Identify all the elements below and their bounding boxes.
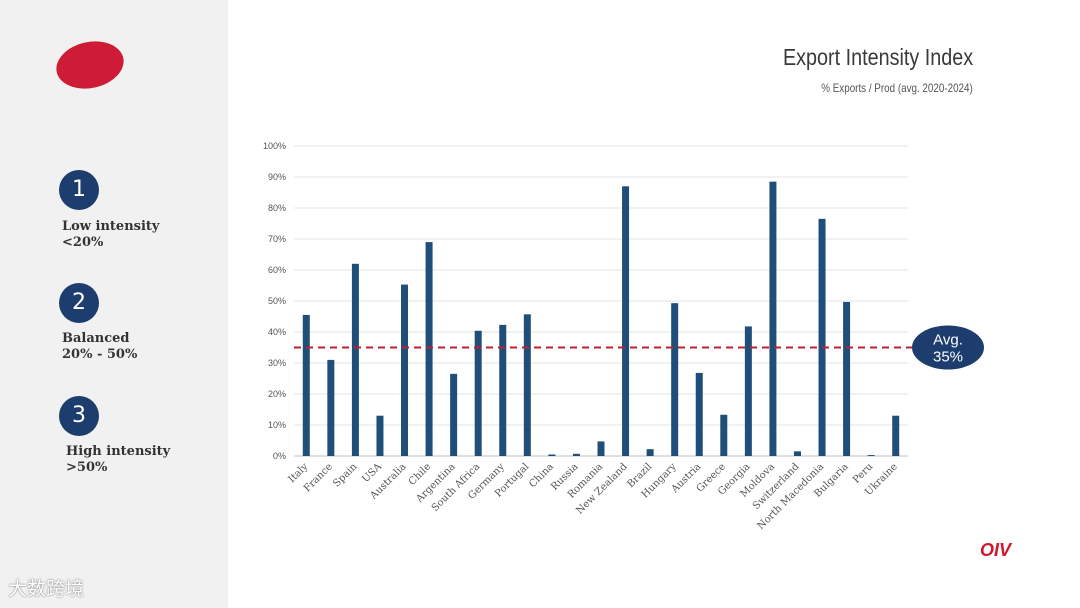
y-tick-label: 60% bbox=[268, 265, 286, 275]
bar bbox=[376, 415, 384, 456]
step-1-range: <20% bbox=[62, 235, 104, 250]
bar bbox=[548, 454, 556, 456]
step-2-range: 20% - 50% bbox=[62, 347, 138, 362]
y-tick-label: 80% bbox=[268, 203, 286, 213]
step-1-title: Low intensity bbox=[62, 219, 160, 234]
bar bbox=[892, 415, 900, 456]
bar bbox=[302, 314, 310, 456]
y-tick-label: 100% bbox=[263, 141, 286, 151]
bar bbox=[597, 441, 605, 456]
sidebar-panel: 1 Low intensity <20% 2 Balanced 20% - 50… bbox=[0, 0, 228, 608]
chart-subtitle: % Exports / Prod (avg. 2020-2024) bbox=[821, 81, 973, 95]
y-tick-label: 30% bbox=[268, 358, 286, 368]
bar bbox=[499, 324, 507, 456]
step-3-badge: 3 bbox=[59, 396, 99, 436]
average-badge bbox=[912, 325, 984, 370]
bar bbox=[450, 373, 458, 456]
bar bbox=[769, 181, 777, 456]
bar bbox=[671, 303, 679, 456]
step-3-title: High intensity bbox=[66, 444, 171, 459]
bar bbox=[474, 330, 482, 456]
step-1-badge: 1 bbox=[59, 170, 99, 210]
y-tick-label: 90% bbox=[268, 172, 286, 182]
bar bbox=[351, 263, 359, 456]
bar bbox=[425, 242, 433, 456]
bar bbox=[843, 301, 851, 456]
oiv-wordmark: OIV bbox=[980, 540, 1012, 560]
x-tick-label: Spain bbox=[331, 461, 360, 490]
bar bbox=[646, 449, 654, 456]
y-tick-label: 40% bbox=[268, 327, 286, 337]
bar bbox=[744, 326, 752, 456]
y-tick-label: 50% bbox=[268, 296, 286, 306]
bar bbox=[695, 372, 703, 456]
step-2-label: Balanced 20% - 50% bbox=[62, 331, 137, 363]
average-label-line1: Avg. bbox=[933, 332, 963, 349]
bar bbox=[720, 414, 728, 456]
step-2-badge: 2 bbox=[59, 283, 99, 323]
step-1-label: Low intensity <20% bbox=[62, 219, 159, 251]
watermark-text: 大数跨境 bbox=[8, 579, 85, 600]
bar bbox=[622, 186, 630, 457]
bar bbox=[523, 314, 531, 456]
y-tick-label: 10% bbox=[268, 420, 286, 430]
bar bbox=[867, 455, 875, 456]
bar bbox=[401, 284, 409, 456]
y-tick-label: 0% bbox=[273, 451, 286, 461]
bar bbox=[327, 359, 335, 456]
bar bbox=[793, 451, 801, 456]
average-label-line2: 35% bbox=[933, 349, 963, 366]
step-2-title: Balanced bbox=[62, 331, 130, 346]
bar bbox=[818, 218, 826, 456]
step-3-label: High intensity >50% bbox=[66, 444, 170, 476]
y-tick-label: 20% bbox=[268, 389, 286, 399]
bar bbox=[572, 453, 580, 456]
chart-title: Export Intensity Index bbox=[782, 44, 973, 70]
y-tick-label: 70% bbox=[268, 234, 286, 244]
step-3-range: >50% bbox=[66, 460, 108, 475]
